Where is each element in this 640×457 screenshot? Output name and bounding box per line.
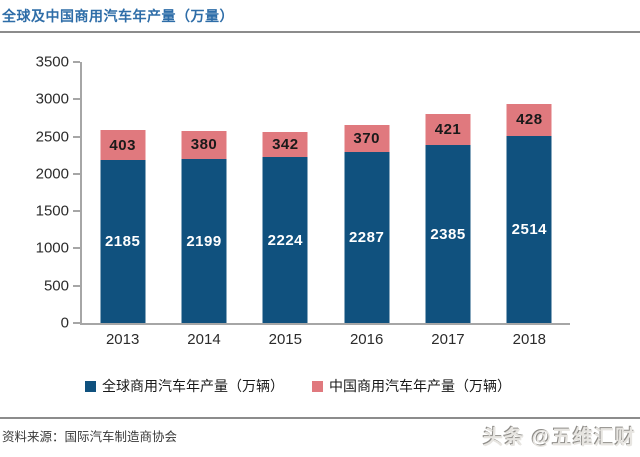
y-tick-label: 3500 xyxy=(35,53,69,71)
y-tick-mark xyxy=(73,98,80,101)
bar-value-label: 342 xyxy=(272,135,299,153)
x-axis-labels: 2013 2014 2015 2016 2017 2018 xyxy=(82,331,570,348)
chart-legend: 全球商用汽车年产量（万辆） 中国商用汽车年产量（万辆） xyxy=(85,376,511,396)
x-tick-label-2013: 2013 xyxy=(105,331,140,348)
bar-segment-global-2018: 2514 xyxy=(506,135,552,323)
bar-value-label: 403 xyxy=(109,136,136,154)
bar-segment-china-2017: 421 xyxy=(425,113,471,146)
bar-value-label: 380 xyxy=(190,136,218,154)
source-note: 资料来源：国际汽车制造商协会 xyxy=(2,430,178,444)
bar-segment-china-2013: 403 xyxy=(100,130,146,161)
title-divider xyxy=(0,31,640,33)
bar-value-label: 2224 xyxy=(267,231,304,249)
y-tick-mark xyxy=(73,61,80,63)
bar-value-label: 2514 xyxy=(511,220,548,238)
x-tick-label-2018: 2018 xyxy=(512,331,546,348)
plot-area: 0 500 1000 1500 2000 2500 3000 3500 2185 403 2199 3… xyxy=(36,55,570,331)
bar-value-label: 2199 xyxy=(186,232,222,250)
bar-segment-china-2014: 380 xyxy=(181,130,227,160)
legend-swatch-icon xyxy=(312,380,323,392)
legend-label: 全球商用汽车年产量（万辆） xyxy=(102,378,284,394)
bar-segment-china-2016: 370 xyxy=(344,124,390,153)
bar-value-label: 2287 xyxy=(348,229,385,247)
bar-segment-global-2015: 2224 xyxy=(262,157,308,323)
y-tick-label: 1500 xyxy=(35,202,69,220)
y-tick-mark xyxy=(73,210,80,213)
chart-title: 全球及中国商用汽车年产量（万量） xyxy=(2,8,234,24)
bar-segment-global-2014: 2199 xyxy=(181,159,227,323)
bar-value-label: 428 xyxy=(516,111,543,129)
bar-segment-global-2017: 2385 xyxy=(425,145,471,323)
bar-segment-global-2013: 2185 xyxy=(100,160,146,323)
y-tick-label: 3000 xyxy=(35,90,69,108)
y-tick-mark xyxy=(73,247,80,250)
bar-segment-china-2015: 342 xyxy=(262,131,308,158)
x-tick-label-2017: 2017 xyxy=(431,331,465,348)
y-tick-mark xyxy=(73,322,80,324)
x-tick-label-2016: 2016 xyxy=(349,331,384,348)
x-tick-label-2015: 2015 xyxy=(268,331,302,348)
legend-item-global: 全球商用汽车年产量（万辆） xyxy=(85,376,284,396)
y-axis-line xyxy=(80,62,82,323)
legend-swatch-icon xyxy=(85,380,96,392)
legend-label: 中国商用汽车年产量（万辆） xyxy=(329,378,511,394)
bar-value-label: 421 xyxy=(434,120,462,138)
bar-segment-global-2016: 2287 xyxy=(344,152,390,323)
y-tick-label: 1000 xyxy=(35,239,69,257)
x-axis-line xyxy=(80,323,570,325)
y-tick-label: 500 xyxy=(43,277,69,295)
bar-value-label: 370 xyxy=(353,130,380,148)
y-tick-label: 0 xyxy=(60,314,69,332)
footer-divider xyxy=(0,417,640,419)
bar-value-label: 2185 xyxy=(104,233,141,251)
y-tick-label: 2500 xyxy=(35,128,69,146)
bar-segment-china-2018: 428 xyxy=(506,103,552,136)
x-tick-label-2014: 2014 xyxy=(187,331,221,348)
watermark: 头条 @五维汇财 xyxy=(482,427,636,449)
y-tick-mark xyxy=(73,172,80,175)
y-tick-label: 2000 xyxy=(35,165,69,183)
y-tick-mark xyxy=(73,284,80,287)
legend-item-china: 中国商用汽车年产量（万辆） xyxy=(312,376,511,396)
bar-value-label: 2385 xyxy=(430,225,466,243)
y-tick-mark xyxy=(73,135,80,138)
